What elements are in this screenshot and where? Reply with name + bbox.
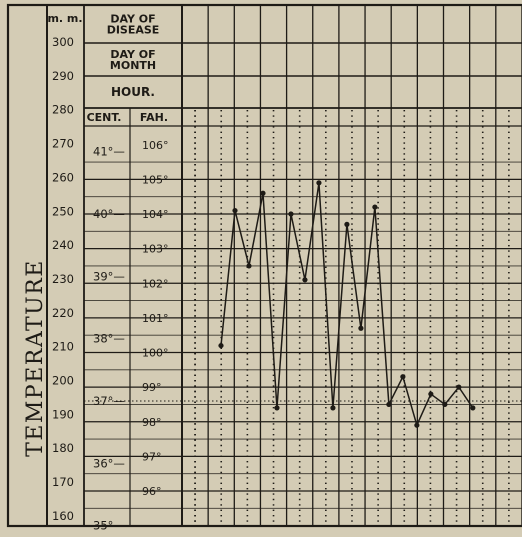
temperature-point (316, 180, 322, 186)
temperature-point (372, 204, 378, 210)
mm-tick-label: 180 (52, 441, 74, 455)
cent-tick-label: 39°— (93, 269, 125, 283)
temperature-point (386, 401, 392, 408)
fah-tick-label: 100° (142, 347, 169, 360)
data-points (218, 180, 476, 428)
cent-tick-label: 38°— (93, 332, 125, 346)
chart-frame (6, 3, 522, 528)
mm-tick-label: 260 (52, 170, 74, 184)
mm-tick-label: 270 (52, 137, 74, 151)
temperature-point (428, 391, 434, 397)
temperature-point (288, 211, 294, 217)
temperature-point (470, 405, 476, 411)
mm-tick-label: 240 (52, 238, 74, 252)
mm-tick-label: 280 (52, 103, 74, 117)
header-row-label: DAY OF (110, 13, 155, 26)
cent-scale-header: CENT. (87, 111, 122, 124)
temperature-point (218, 342, 224, 349)
header-row-label: DAY OF (110, 48, 155, 61)
mm-tick-label: 210 (52, 340, 74, 354)
mm-tick-label: 250 (52, 204, 74, 218)
fah-tick-label: 101° (142, 312, 169, 325)
cent-tick-label: 35°— (93, 519, 125, 533)
temperature-point (302, 277, 308, 283)
temperature-point (246, 263, 252, 269)
mm-tick-label: 170 (52, 475, 74, 489)
mm-tick-label: 220 (52, 306, 74, 320)
cent-tick-label: 36°— (93, 456, 125, 470)
temperature-point (344, 221, 350, 227)
fah-tick-label: 98° (142, 416, 162, 429)
temperature-point (232, 207, 238, 214)
mm-scale-header: m. m. (47, 12, 82, 25)
fah-tick-label: 104° (142, 208, 169, 221)
header-row-label: HOUR. (111, 85, 155, 99)
cent-tick-label: 40°— (93, 207, 125, 221)
fah-tick-label: 99° (142, 381, 162, 394)
cent-tick-label: 41°— (93, 145, 125, 159)
temperature-point (274, 405, 280, 411)
temperature-point (330, 405, 336, 411)
fah-tick-label: 103° (142, 243, 169, 256)
mm-tick-label: 200 (52, 374, 74, 388)
mm-tick-label: 190 (52, 407, 74, 421)
mm-tick-label: 230 (52, 272, 74, 286)
y-axis-label: TEMPERATURE (23, 259, 48, 457)
cent-tick-label: 37°— (93, 394, 125, 408)
temperature-point (456, 384, 462, 390)
grid (6, 3, 522, 528)
temperature-point (442, 401, 448, 408)
header-row-label: MONTH (110, 59, 156, 72)
temperature-point (260, 190, 266, 196)
fah-tick-label: 102° (142, 277, 169, 290)
fah-tick-label: 97° (142, 450, 162, 463)
mm-tick-label: 160 (52, 509, 74, 523)
temperature-point (414, 422, 420, 428)
temperature-point (400, 374, 406, 380)
fah-tick-label: 96° (142, 485, 162, 498)
mm-tick-label: 300 (52, 35, 74, 49)
mm-tick-label: 290 (52, 69, 74, 83)
fah-scale-header: FAH. (140, 111, 168, 124)
fah-tick-label: 106° (142, 139, 169, 152)
header-row-label: DISEASE (107, 24, 160, 37)
fah-tick-label: 105° (142, 173, 169, 186)
temperature-point (358, 325, 364, 331)
